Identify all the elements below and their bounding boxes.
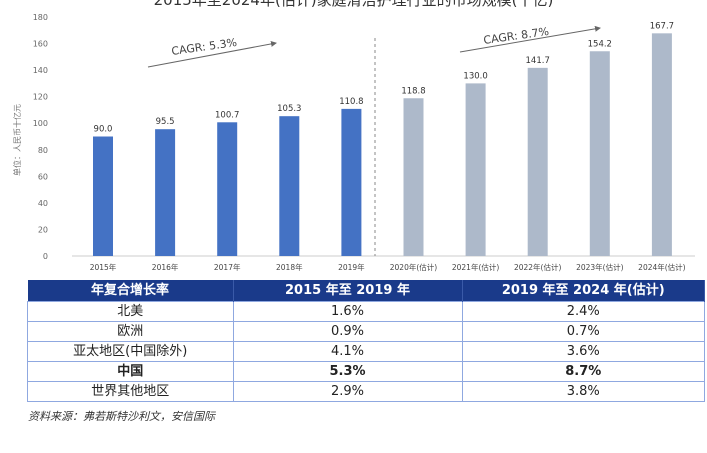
y-tick-label: 180	[33, 13, 48, 22]
y-tick-label: 80	[38, 146, 48, 155]
x-tick-label: 2019年	[338, 262, 365, 272]
table-row: 中国 5.3% 8.7%	[27, 361, 705, 382]
y-tick-label: 160	[33, 40, 48, 49]
bar	[93, 136, 113, 256]
y-tick-label: 20	[38, 225, 48, 234]
y-tick-label: 40	[38, 199, 48, 208]
y-tick-label: 100	[33, 119, 48, 128]
data-label: 100.7	[215, 110, 239, 120]
header-cell: 2015 年至 2019 年	[233, 280, 463, 302]
bar	[279, 116, 300, 256]
cagr-annotation: CAGR: 8.7%	[483, 25, 550, 47]
table-row: 欧洲 0.9% 0.7%	[27, 321, 705, 342]
cagr-arrow	[147, 40, 277, 68]
data-label: 118.8	[401, 86, 425, 96]
chart-title: 2015年至2024年(估计)家庭清洁护理行业的市场规模(十亿)	[153, 0, 554, 9]
data-label: 167.7	[650, 21, 674, 31]
data-label: 141.7	[526, 56, 550, 66]
value-cell: 2.4%	[461, 301, 705, 322]
source-note: 资料来源：弗若斯特沙利文，安信国际	[28, 410, 215, 423]
value-cell: 1.6%	[232, 301, 463, 322]
bar	[465, 83, 486, 256]
region-cell: 北美	[27, 301, 234, 322]
value-cell: 3.8%	[461, 381, 705, 402]
table-row: 北美 1.6% 2.4%	[27, 301, 705, 322]
header-cell: 2019 年至 2024 年(估计)	[462, 280, 705, 302]
table-row: 亚太地区(中国除外) 4.1% 3.6%	[27, 341, 705, 362]
bar	[589, 51, 610, 256]
bar	[527, 67, 548, 257]
y-tick-label: 120	[33, 93, 48, 102]
value-cell: 5.3%	[232, 361, 463, 382]
x-tick-label: 2024年(估计)	[638, 262, 686, 272]
value-cell: 4.1%	[232, 341, 463, 362]
table-header-row: 年复合增长率 2015 年至 2019 年 2019 年至 2024 年(估计)	[27, 280, 705, 302]
bar	[341, 108, 362, 256]
data-label: 95.5	[156, 117, 175, 127]
header-cell: 年复合增长率	[27, 280, 234, 302]
data-label: 90.0	[94, 125, 113, 135]
x-tick-label: 2016年	[152, 262, 179, 272]
data-label: 130.0	[463, 71, 487, 81]
y-tick-label: 0	[43, 252, 48, 261]
bar	[403, 98, 424, 256]
region-cell: 中国	[27, 361, 234, 382]
data-label: 110.8	[339, 97, 363, 107]
region-cell: 欧洲	[27, 321, 234, 342]
table-row: 世界其他地区 2.9% 3.8%	[27, 381, 705, 402]
x-tick-label: 2022年(估计)	[514, 262, 562, 272]
value-cell: 0.7%	[461, 321, 705, 342]
cagr-table: 年复合增长率 2015 年至 2019 年 2019 年至 2024 年(估计)…	[27, 280, 705, 402]
data-label: 105.3	[277, 104, 301, 114]
cagr-arrow	[459, 25, 601, 53]
y-tick-label: 60	[38, 172, 48, 181]
y-axis-label: 单位：人民币十亿元	[12, 104, 22, 176]
x-tick-label: 2015年	[90, 262, 117, 272]
value-cell: 2.9%	[232, 381, 463, 402]
x-tick-label: 2020年(估计)	[390, 262, 438, 272]
x-tick-label: 2021年(估计)	[452, 262, 500, 272]
y-tick-label: 140	[33, 66, 48, 75]
x-tick-label: 2017年	[214, 262, 241, 272]
value-cell: 3.6%	[461, 341, 705, 362]
bar-chart: 0 20 40 60 80 100 120 140 160 180 单位：人民币十亿元 90.0 201…	[12, 13, 695, 272]
data-label: 154.2	[588, 39, 612, 49]
region-cell: 亚太地区(中国除外)	[27, 341, 234, 362]
region-cell: 世界其他地区	[27, 381, 234, 402]
cagr-annotation: CAGR: 5.3%	[171, 36, 238, 58]
value-cell: 0.9%	[232, 321, 463, 342]
bar	[651, 33, 672, 256]
bar	[155, 129, 176, 256]
x-tick-label: 2018年	[276, 262, 303, 272]
value-cell: 8.7%	[461, 361, 705, 382]
x-tick-label: 2023年(估计)	[576, 262, 624, 272]
bar	[217, 122, 238, 256]
